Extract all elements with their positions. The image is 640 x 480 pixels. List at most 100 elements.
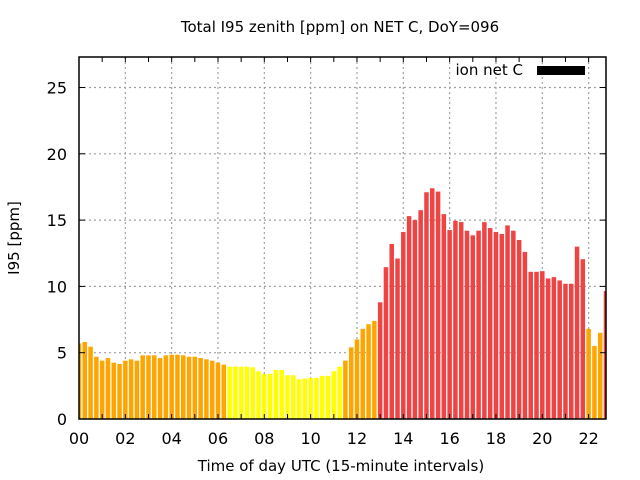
bar bbox=[464, 230, 470, 419]
x-tick-label: 16 bbox=[439, 429, 459, 448]
bar bbox=[134, 360, 140, 419]
bar bbox=[319, 375, 325, 419]
bar bbox=[401, 232, 406, 419]
bar bbox=[412, 220, 418, 419]
x-tick-label: 04 bbox=[161, 429, 181, 448]
y-tick-label: 25 bbox=[47, 78, 67, 97]
chart-title: Total I95 zenith [ppm] on NET C, DoY=096 bbox=[180, 18, 499, 36]
x-tick-label: 10 bbox=[300, 429, 320, 448]
bar bbox=[348, 347, 354, 419]
bar bbox=[522, 251, 528, 419]
x-tick-label: 22 bbox=[578, 429, 598, 448]
bar bbox=[493, 232, 499, 419]
x-axis-label: Time of day UTC (15-minute intervals) bbox=[197, 457, 484, 475]
bar bbox=[592, 346, 597, 419]
bar bbox=[435, 191, 441, 419]
bar bbox=[169, 354, 174, 419]
bar bbox=[204, 359, 209, 419]
bar bbox=[580, 259, 586, 419]
bar bbox=[597, 332, 603, 419]
bar bbox=[476, 230, 481, 419]
bar bbox=[105, 358, 111, 419]
bar bbox=[273, 369, 279, 419]
bar bbox=[568, 283, 574, 419]
bar bbox=[603, 291, 606, 419]
bar bbox=[406, 216, 412, 419]
bar bbox=[262, 373, 267, 419]
bar bbox=[557, 280, 562, 419]
bar bbox=[267, 373, 273, 419]
y-tick-label: 15 bbox=[47, 211, 67, 230]
bar bbox=[418, 210, 423, 419]
bar bbox=[291, 375, 296, 419]
x-tick-label: 06 bbox=[208, 429, 228, 448]
bar bbox=[244, 366, 250, 419]
bar bbox=[563, 283, 568, 419]
y-tick-label: 10 bbox=[47, 277, 67, 296]
bar bbox=[545, 278, 551, 419]
y-tick-label: 20 bbox=[47, 145, 67, 164]
bar bbox=[337, 366, 342, 419]
bar bbox=[198, 358, 203, 419]
legend: ion net C bbox=[456, 61, 585, 79]
bar bbox=[192, 356, 198, 419]
bar bbox=[499, 234, 505, 419]
bar bbox=[88, 346, 93, 419]
bar bbox=[516, 239, 522, 419]
bar bbox=[111, 362, 117, 419]
y-tick-labels: 0 5 10 15 20 25 bbox=[47, 78, 67, 429]
y-tick-label: 5 bbox=[57, 344, 67, 363]
bar bbox=[233, 366, 238, 419]
bar bbox=[360, 328, 366, 419]
bar bbox=[470, 235, 476, 419]
bar bbox=[383, 267, 389, 419]
bar bbox=[123, 360, 128, 419]
bar bbox=[296, 379, 302, 419]
x-tick-label: 14 bbox=[393, 429, 413, 448]
bar bbox=[458, 222, 464, 419]
bar bbox=[94, 356, 99, 419]
bar bbox=[221, 364, 227, 419]
bar bbox=[302, 378, 308, 419]
legend-swatch bbox=[537, 66, 585, 75]
plot-frame bbox=[78, 56, 607, 420]
y-tick-label: 0 bbox=[57, 410, 67, 429]
bar bbox=[505, 225, 510, 419]
bar bbox=[175, 354, 180, 419]
bar bbox=[540, 271, 545, 419]
bar bbox=[511, 230, 516, 419]
bar bbox=[163, 355, 169, 419]
x-tick-labels: 00 02 04 06 08 10 12 14 16 18 20 22 bbox=[69, 429, 599, 448]
bar bbox=[453, 220, 458, 419]
bar bbox=[482, 222, 487, 419]
bar bbox=[424, 192, 429, 419]
bar bbox=[256, 371, 261, 419]
bar bbox=[366, 324, 371, 419]
bar bbox=[186, 356, 192, 419]
bar bbox=[528, 271, 533, 419]
bar bbox=[574, 246, 580, 419]
x-tick-label: 00 bbox=[69, 429, 89, 448]
bar bbox=[354, 339, 360, 419]
bar bbox=[441, 214, 447, 419]
bar bbox=[279, 369, 284, 419]
bar bbox=[209, 360, 215, 419]
bar bbox=[79, 343, 82, 419]
bar bbox=[128, 359, 134, 419]
bar bbox=[152, 355, 157, 419]
legend-label: ion net C bbox=[456, 61, 523, 79]
bar bbox=[140, 355, 145, 419]
bar bbox=[487, 228, 493, 419]
bar bbox=[325, 375, 331, 419]
bars bbox=[79, 188, 606, 419]
bar bbox=[250, 367, 255, 419]
bar bbox=[586, 328, 591, 419]
bar bbox=[157, 358, 163, 419]
bar bbox=[331, 371, 337, 419]
x-tick-label: 02 bbox=[115, 429, 135, 448]
bar bbox=[372, 320, 377, 419]
bar bbox=[146, 355, 151, 419]
x-tick-label: 18 bbox=[486, 429, 506, 448]
bar bbox=[314, 377, 319, 419]
